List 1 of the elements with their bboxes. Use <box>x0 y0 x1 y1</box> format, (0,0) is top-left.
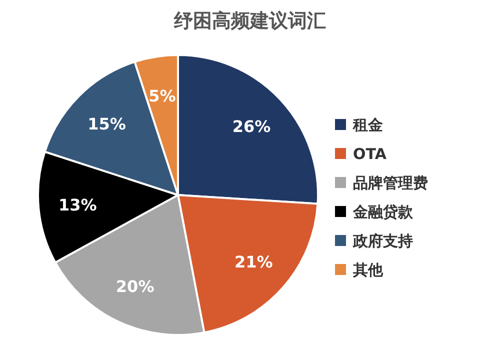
title: 纾困高频建议词汇 <box>174 10 326 32</box>
